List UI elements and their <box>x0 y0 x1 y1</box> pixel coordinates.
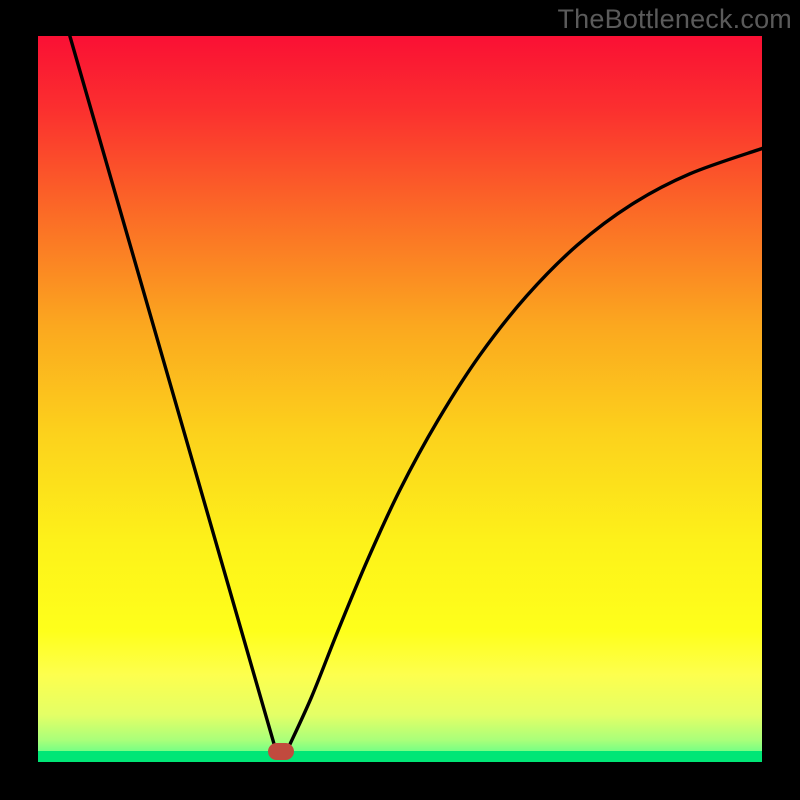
curve-right-branch <box>288 149 762 749</box>
watermark-text: TheBottleneck.com <box>557 4 792 35</box>
chart-container: TheBottleneck.com <box>0 0 800 800</box>
minimum-marker <box>268 743 294 760</box>
curve-left-branch <box>70 36 276 749</box>
bottleneck-curve-svg <box>38 36 762 762</box>
plot-area <box>38 36 762 762</box>
